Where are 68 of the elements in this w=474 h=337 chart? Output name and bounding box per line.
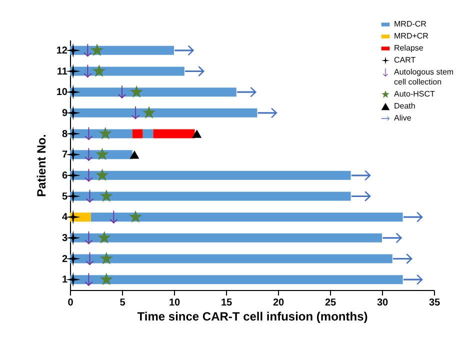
x-tick-label: 0 — [68, 298, 74, 308]
bar — [70, 88, 236, 97]
y-tick-label: 3 — [62, 232, 68, 244]
bar — [153, 129, 195, 138]
point — [96, 148, 109, 160]
legend-label: CART — [394, 56, 416, 64]
legend-label: Alive — [394, 114, 412, 122]
bar — [70, 254, 392, 264]
point — [66, 272, 81, 287]
point — [66, 168, 81, 183]
x-tick-label: 35 — [428, 298, 440, 308]
bar — [70, 275, 403, 284]
point — [66, 126, 81, 142]
legend-label: MRD+CR — [394, 32, 429, 40]
y-tick-label: 6 — [62, 170, 68, 182]
bar — [70, 108, 258, 118]
y-tick-label: 11 — [56, 66, 68, 78]
bar — [70, 233, 382, 242]
point — [98, 231, 111, 244]
point — [66, 210, 81, 224]
x-axis-title: Time since CAR-T cell infusion (months) — [137, 310, 368, 324]
point — [90, 44, 104, 56]
y-tick-label: 10 — [56, 87, 68, 98]
legend-label: Relapse — [394, 44, 424, 52]
x-tick-label: 10 — [168, 298, 180, 308]
bar — [70, 170, 351, 180]
point — [66, 230, 81, 246]
legend-label: Autologous stem cell collection — [394, 68, 454, 86]
point — [128, 210, 142, 223]
x-tick-label: 15 — [220, 298, 232, 308]
y-tick-label: 8 — [62, 128, 68, 140]
point — [66, 147, 81, 162]
point — [130, 150, 140, 159]
point — [130, 85, 144, 98]
point — [66, 106, 81, 120]
x-tick-label: 25 — [324, 298, 336, 308]
y-tick-label: 2 — [62, 254, 68, 265]
y-tick-label: 5 — [62, 191, 68, 202]
legend-label: MRD-CR — [394, 20, 427, 28]
y-tick-label: 4 — [62, 212, 68, 224]
x-tick-label: 30 — [376, 298, 388, 308]
legend-label: Auto-HSCT — [394, 90, 436, 98]
x-tick-label: 5 — [120, 298, 126, 308]
y-axis-title: Patient No. — [34, 134, 48, 197]
point — [66, 251, 81, 266]
bar — [90, 212, 403, 222]
bar — [142, 129, 154, 138]
point — [66, 43, 81, 58]
legend-label: Death — [394, 102, 416, 110]
point — [100, 272, 113, 286]
point — [66, 84, 81, 100]
point — [142, 106, 156, 118]
x-tick-label: 20 — [272, 298, 284, 308]
point — [96, 168, 109, 181]
point — [100, 189, 113, 202]
point — [192, 130, 202, 138]
bar — [70, 66, 184, 76]
point — [66, 64, 81, 79]
y-tick-label: 9 — [62, 108, 68, 119]
bar — [70, 192, 351, 201]
bar — [132, 129, 143, 138]
point — [100, 252, 113, 264]
y-tick-label: 12 — [56, 45, 68, 56]
point — [98, 126, 112, 140]
y-tick-label: 7 — [62, 150, 68, 161]
y-tick-label: 1 — [62, 274, 68, 286]
point — [92, 64, 106, 77]
point — [66, 188, 81, 204]
